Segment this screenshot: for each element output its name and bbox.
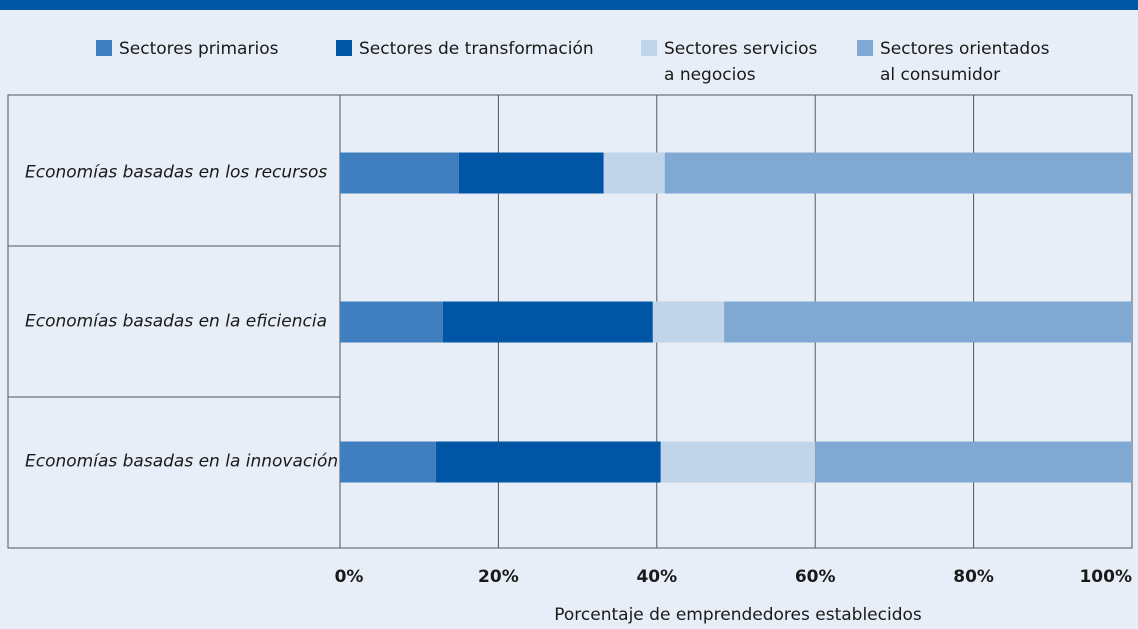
x-tick-label: 60% [795,567,836,587]
legend-swatch [96,40,112,56]
legend-label: Sectores servicios a negocios [664,39,818,85]
legend-swatch [857,40,873,56]
x-tick-label: 80% [953,567,994,587]
legend-label: Sectores orientados al consumidor [880,39,1050,85]
bar-segment [724,301,1132,343]
legend-item: Sectores de transformación [336,36,626,62]
legend-item: Sectores servicios a negocios [641,36,841,88]
legend-label: Sectores de transformación [359,39,594,59]
x-tick-label: 100% [1079,567,1132,587]
category-label: Economías basadas en los recursos [25,163,327,183]
x-tick-label: 40% [636,567,677,587]
bar-segment [458,152,604,194]
x-axis-label: Porcentaje de emprendedores establecidos [554,605,922,625]
bar-segment [815,441,1132,483]
category-label: Economías basadas en la eficiencia [25,312,327,332]
legend-item: Sectores orientados al consumidor [857,36,1087,88]
top-band [0,0,1138,10]
bar-segment [340,441,436,483]
category-label: Economías basadas en la innovación [25,452,338,472]
bar-segment [603,152,665,194]
legend-swatch [336,40,352,56]
bar-segment [652,301,725,343]
x-tick-label: 0% [335,567,364,587]
bar-segment [340,301,443,343]
bar-segment [660,441,816,483]
legend-label: Sectores primarios [119,39,279,59]
bar-segment [664,152,1132,194]
legend-swatch [641,40,657,56]
bar-segment [340,152,459,194]
bar-segment [435,441,661,483]
legend-item: Sectores primarios [96,36,316,62]
bar-segment [442,301,653,343]
x-tick-label: 20% [478,567,519,587]
